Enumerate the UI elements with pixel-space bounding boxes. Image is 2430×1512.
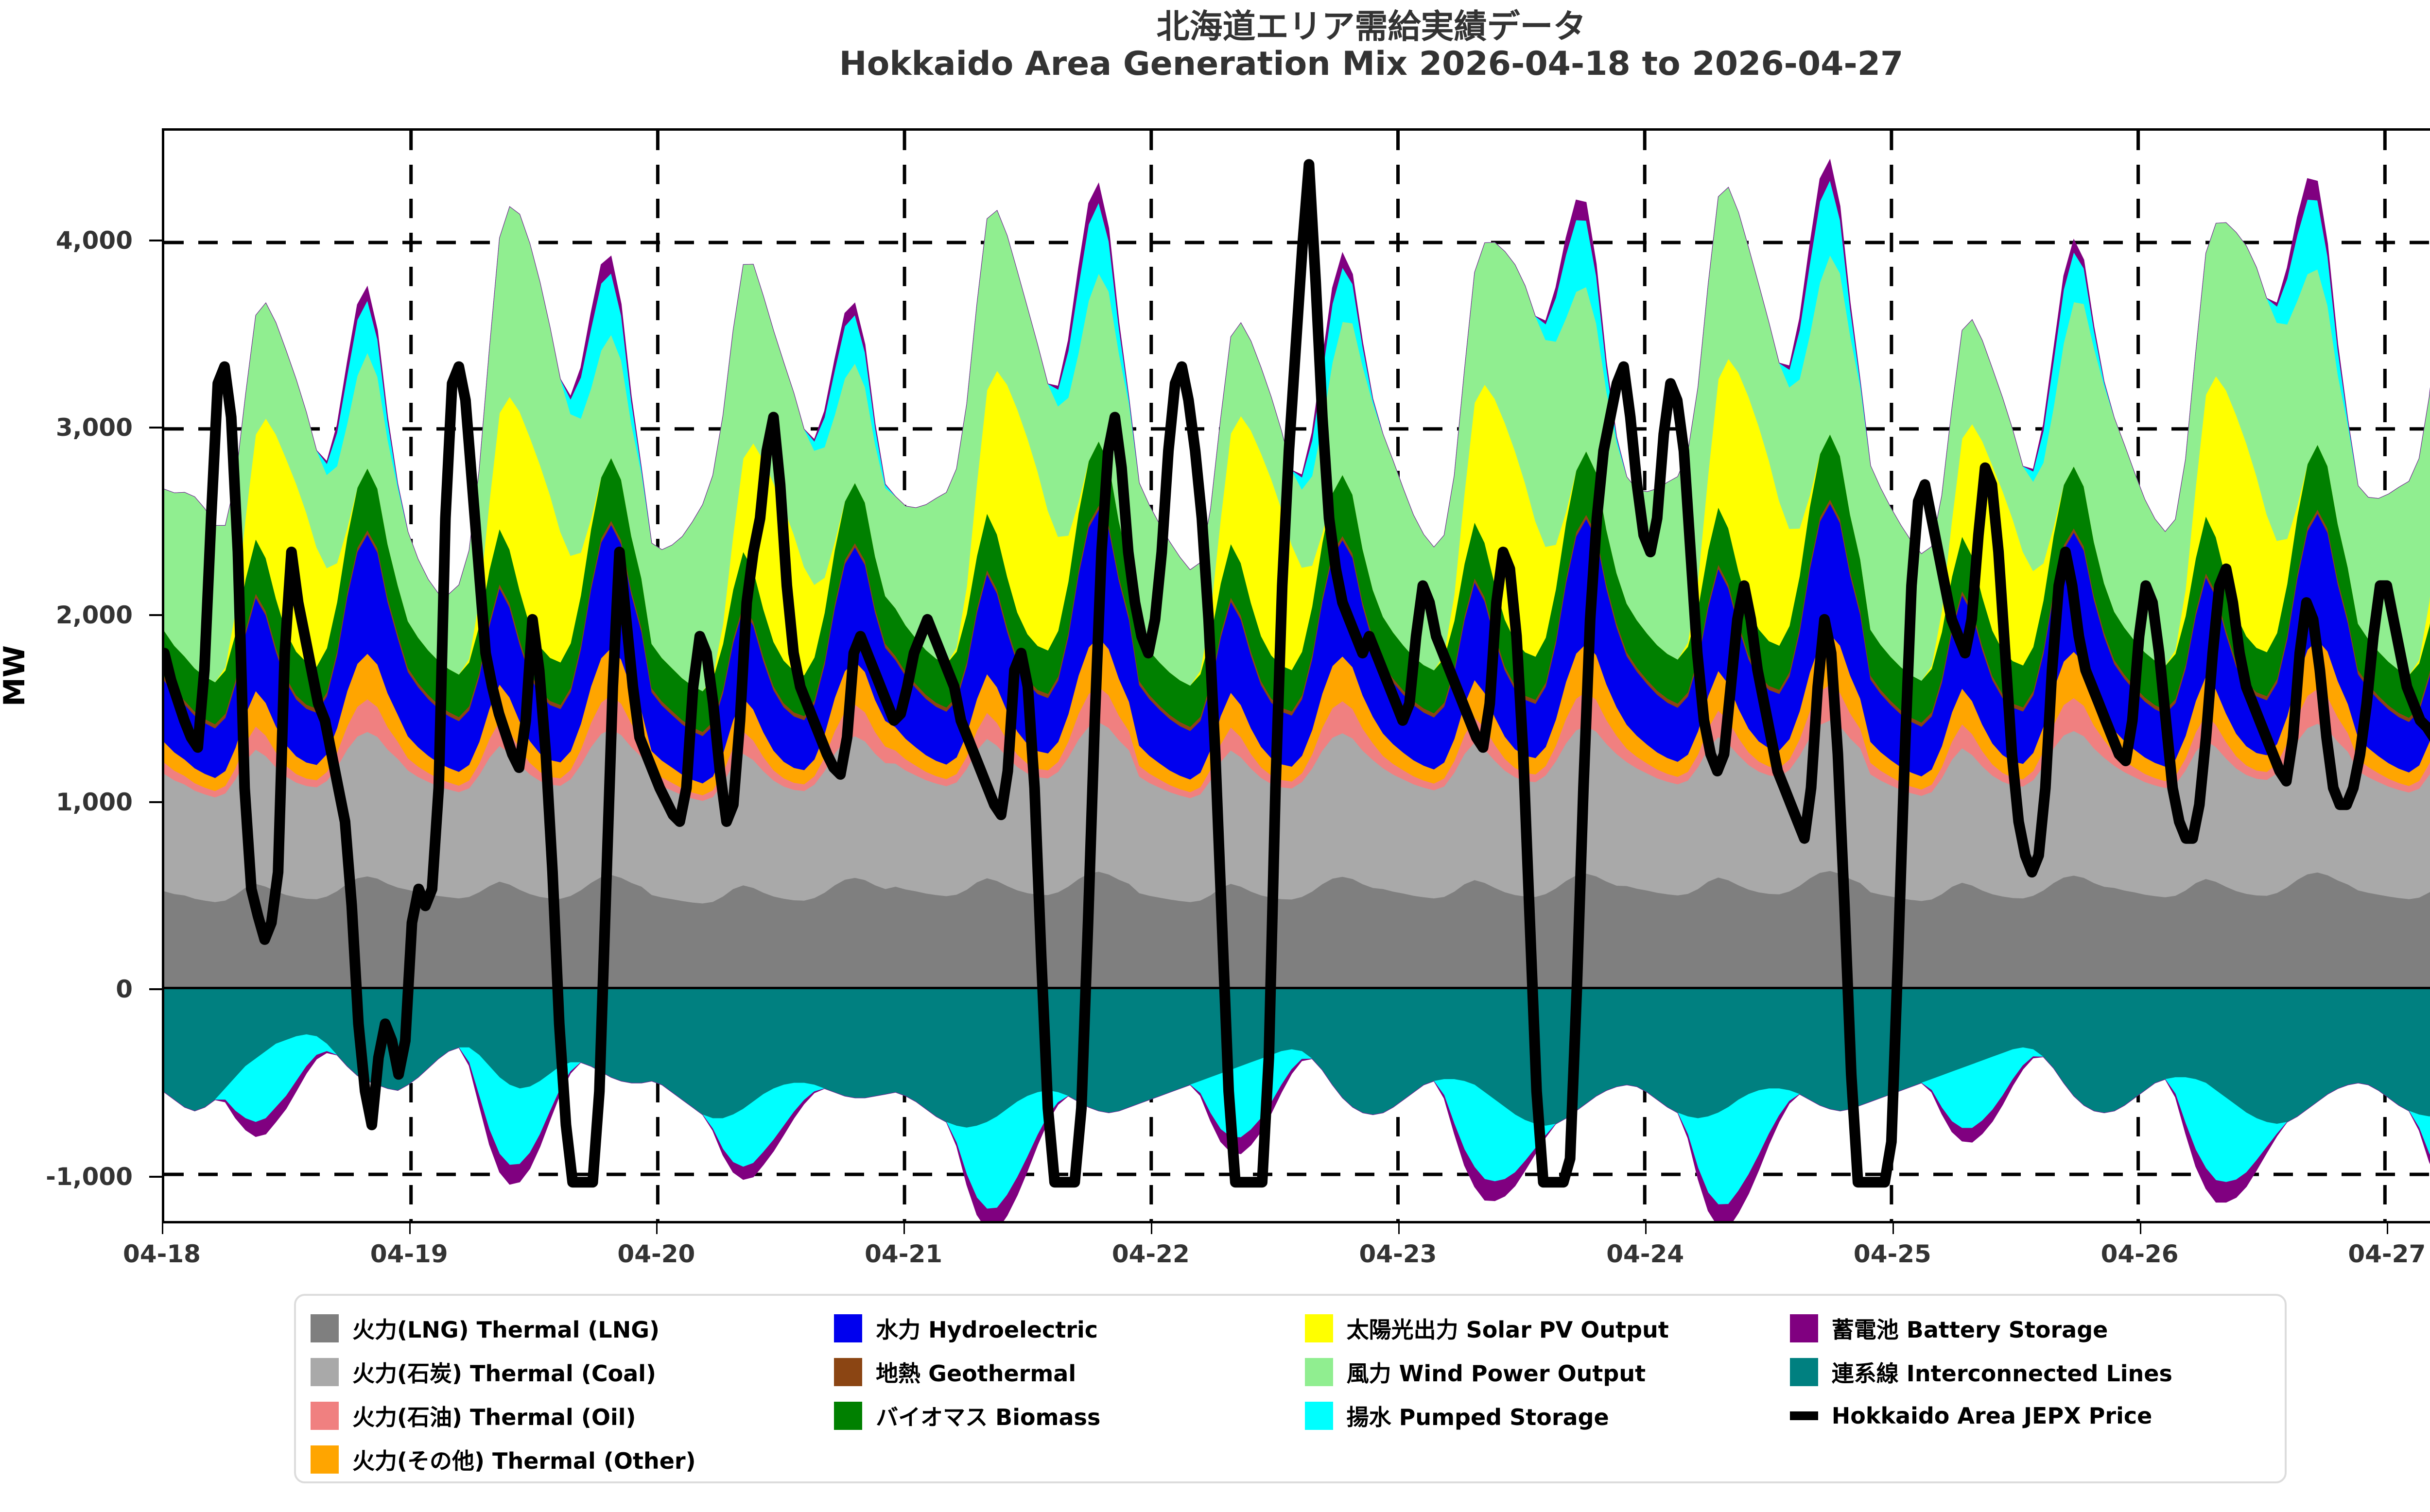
x-axis-tick-mark (1892, 1223, 1894, 1234)
legend-column: 水力 Hydroelectric 地熱 Geothermal バイオマス Bioma… (834, 1312, 1304, 1432)
legend-item[interactable]: 火力(LNG) Thermal (LNG) (311, 1312, 834, 1344)
legend-item-label: 水力 Hydroelectric (876, 1317, 1098, 1343)
legend-color-swatch-icon (311, 1358, 339, 1386)
legend-item[interactable]: 水力 Hydroelectric (834, 1312, 1304, 1344)
legend-line-icon (1789, 1411, 1818, 1420)
chart-title-japanese: 北海道エリア需給実績データ (1156, 8, 1586, 46)
legend-item-label: 揚水 Pumped Storage (1346, 1404, 1609, 1430)
legend-color-swatch-icon (834, 1402, 863, 1430)
y-axis-left-tick-mark (149, 240, 162, 242)
y-axis-left-tick-label: 1,000 (55, 788, 133, 817)
chart-canvas (164, 131, 2430, 1221)
legend-item-label: 火力(石油) Thermal (Oil) (352, 1404, 636, 1430)
x-axis-tick-label: 04-21 (865, 1240, 943, 1268)
x-axis-tick-label: 04-25 (1853, 1240, 1931, 1268)
legend-item[interactable]: 風力 Wind Power Output (1304, 1356, 1790, 1388)
legend-item-label: 風力 Wind Power Output (1346, 1360, 1646, 1387)
chart-title-block: 北海道エリア需給実績データ Hokkaido Area Generation M… (0, 8, 2430, 84)
legend-item-label: バイオマス Biomass (876, 1404, 1101, 1430)
x-axis-tick-label: 04-27 (2348, 1240, 2426, 1268)
legend-item-label: 太陽光出力 Solar PV Output (1346, 1317, 1669, 1343)
x-axis-tick-label: 04-23 (1359, 1240, 1437, 1268)
area-series (164, 1047, 2430, 1221)
legend-item[interactable]: 火力(石炭) Thermal (Coal) (311, 1356, 834, 1388)
legend-item-label: 蓄電池 Battery Storage (1831, 1317, 2108, 1343)
legend-item-label: 連系線 Interconnected Lines (1831, 1360, 2172, 1387)
y-axis-left-label: MW (0, 645, 32, 706)
y-axis-left-tick-label: 4,000 (55, 226, 133, 255)
legend-item[interactable]: 火力(石油) Thermal (Oil) (311, 1400, 834, 1432)
x-axis-tick-label: 04-24 (1606, 1240, 1684, 1268)
y-axis-left-tick-label: -1,000 (46, 1162, 133, 1191)
legend-item-label: 火力(その他) Thermal (Other) (352, 1448, 696, 1474)
x-axis-tick-mark (2387, 1223, 2389, 1234)
x-axis-tick-mark (1645, 1223, 1647, 1234)
x-axis-tick-mark (1398, 1223, 1400, 1234)
legend-color-swatch-icon (834, 1358, 863, 1386)
legend-item[interactable]: 連系線 Interconnected Lines (1789, 1356, 2270, 1388)
x-axis-tick-label: 04-26 (2100, 1240, 2179, 1268)
area-series (164, 158, 2430, 595)
legend-item[interactable]: 地熱 Geothermal (834, 1356, 1304, 1388)
x-axis-tick-mark (1150, 1223, 1152, 1234)
y-axis-left-tick-mark (149, 801, 162, 804)
chart-legend: 火力(LNG) Thermal (LNG) 火力(石炭) Thermal (Coa… (294, 1294, 2287, 1483)
legend-column: 蓄電池 Battery Storage 連系線 Interconnected Li… (1789, 1312, 2270, 1432)
x-axis-tick-label: 04-22 (1111, 1240, 1190, 1268)
legend-item-label: 火力(LNG) Thermal (LNG) (352, 1317, 660, 1343)
x-axis-tick-mark (656, 1223, 658, 1234)
legend-item-label: Hokkaido Area JEPX Price (1831, 1403, 2152, 1429)
plot-area (162, 128, 2430, 1223)
legend-item[interactable]: バイオマス Biomass (834, 1400, 1304, 1432)
x-axis-tick-label: 04-19 (370, 1240, 448, 1268)
legend-color-swatch-icon (1789, 1314, 1818, 1342)
legend-color-swatch-icon (1789, 1358, 1818, 1386)
y-axis-left-tick-label: 3,000 (55, 413, 133, 442)
legend-color-swatch-icon (1304, 1402, 1333, 1430)
y-axis-left-tick-mark (149, 1175, 162, 1178)
legend-column: 火力(LNG) Thermal (LNG) 火力(石炭) Thermal (Coa… (311, 1312, 834, 1476)
x-axis-tick-mark (903, 1223, 905, 1234)
legend-item[interactable]: 火力(その他) Thermal (Other) (311, 1443, 834, 1476)
legend-color-swatch-icon (1304, 1314, 1333, 1342)
legend-color-swatch-icon (1304, 1358, 1333, 1386)
x-axis-tick-mark (409, 1223, 411, 1234)
x-axis-tick-label: 04-20 (617, 1240, 695, 1268)
x-axis-tick-mark (162, 1223, 163, 1234)
y-axis-left-tick-mark (149, 427, 162, 429)
legend-item[interactable]: Hokkaido Area JEPX Price (1789, 1400, 2270, 1432)
y-axis-left-tick-label: 0 (116, 975, 133, 1004)
legend-item[interactable]: 揚水 Pumped Storage (1304, 1400, 1790, 1432)
price-line-series (164, 159, 2430, 1188)
y-axis-left-tick-mark (149, 614, 162, 616)
legend-item-label: 地熱 Geothermal (876, 1360, 1076, 1387)
y-axis-left-tick-label: 2,000 (55, 601, 133, 629)
x-axis-tick-mark (2139, 1223, 2141, 1234)
legend-color-swatch-icon (311, 1314, 339, 1342)
y-axis-left-tick-mark (149, 988, 162, 991)
legend-item[interactable]: 蓄電池 Battery Storage (1789, 1312, 2270, 1344)
chart-title-english: Hokkaido Area Generation Mix 2026-04-18 … (839, 45, 1904, 84)
x-axis-tick-label: 04-18 (123, 1240, 201, 1268)
legend-color-swatch-icon (834, 1314, 863, 1342)
legend-item-label: 火力(石炭) Thermal (Coal) (352, 1360, 657, 1387)
legend-column: 太陽光出力 Solar PV Output 風力 Wind Power Outpu… (1304, 1312, 1790, 1432)
legend-item[interactable]: 太陽光出力 Solar PV Output (1304, 1312, 1790, 1344)
legend-color-swatch-icon (311, 1402, 339, 1430)
legend-color-swatch-icon (311, 1445, 339, 1474)
